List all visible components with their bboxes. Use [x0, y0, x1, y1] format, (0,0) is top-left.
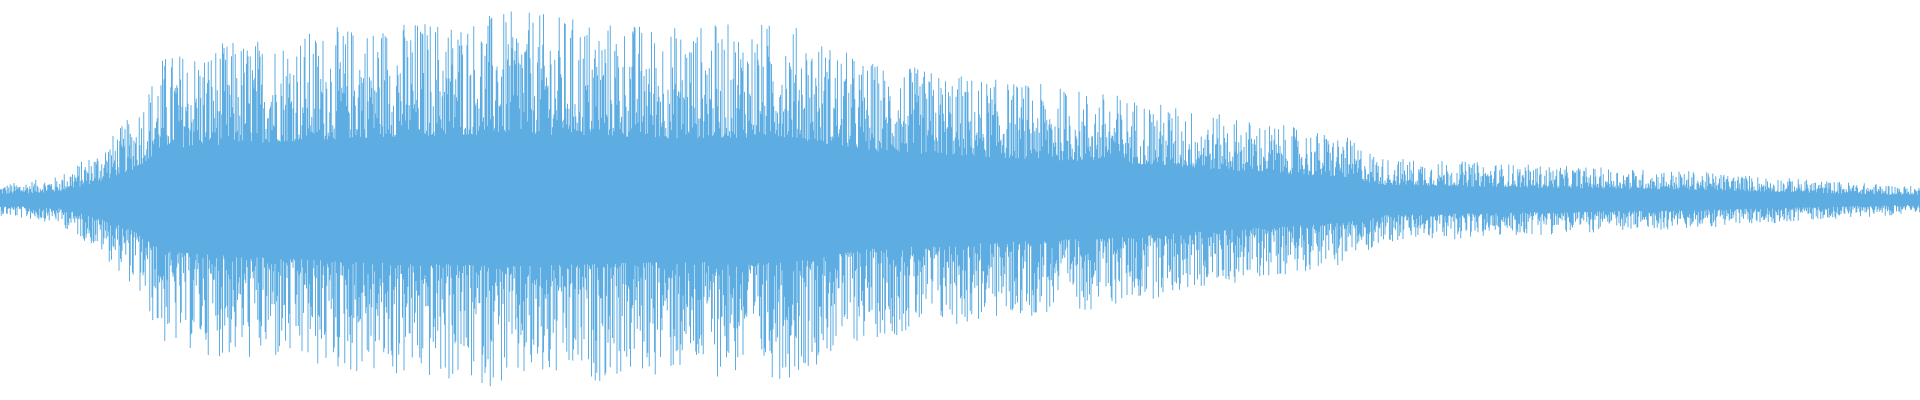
- waveform-trace: [0, 11, 1920, 387]
